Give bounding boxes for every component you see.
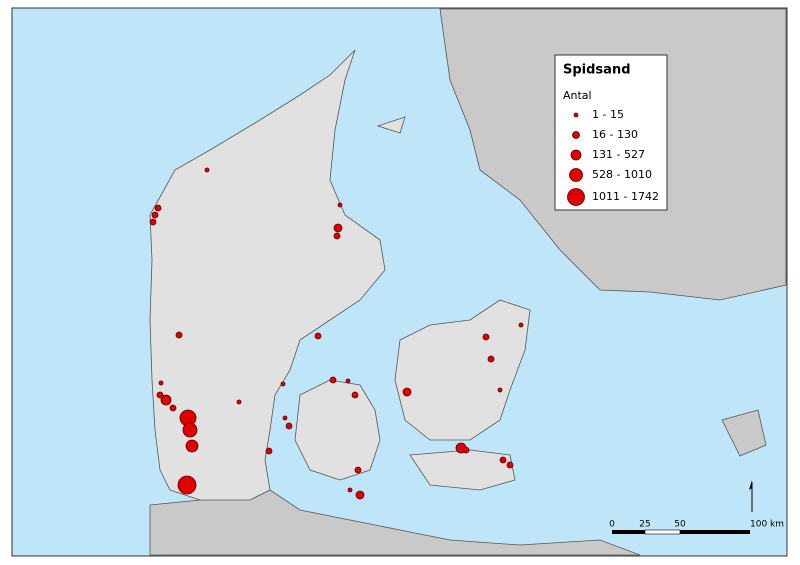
- observation-point: [169, 404, 177, 412]
- observation-point: [345, 378, 351, 384]
- north-arrow: [749, 480, 753, 512]
- observation-point: [518, 322, 524, 328]
- legend-items: 1 - 15 16 - 130 131 - 527 528 - 1010 1011 - …: [567, 108, 659, 206]
- observation-point: [329, 376, 337, 384]
- observation-point: [285, 422, 293, 430]
- observation-point: [204, 167, 210, 173]
- observation-point: [177, 475, 197, 495]
- observation-point: [314, 332, 322, 340]
- legend-symbol: [573, 112, 579, 118]
- legend-label: 528 - 1010: [592, 168, 652, 181]
- legend-symbol: [567, 188, 585, 206]
- observation-point: [156, 391, 164, 399]
- legend-symbol: [572, 131, 580, 139]
- jutland: [149, 49, 386, 501]
- observation-point: [351, 391, 359, 399]
- legend-label: 16 - 130: [592, 128, 638, 141]
- zealand: [394, 299, 531, 441]
- observation-point: [333, 232, 341, 240]
- observation-point: [185, 439, 199, 453]
- observation-point: [506, 461, 514, 469]
- scale-bar: 0 25 50 100 km: [609, 520, 784, 535]
- observation-point: [402, 387, 412, 397]
- observation-point: [499, 456, 507, 464]
- bornholm: [721, 409, 767, 457]
- observation-point: [347, 487, 353, 493]
- scale-label: 25: [639, 520, 650, 530]
- observation-point: [337, 202, 343, 208]
- observation-point: [280, 381, 286, 387]
- legend-symbol: [569, 168, 583, 182]
- observation-point: [282, 415, 288, 421]
- observation-point: [462, 446, 470, 454]
- observation-points: [149, 167, 524, 500]
- legend-title: Spidsand: [563, 63, 631, 78]
- observation-point: [354, 466, 362, 474]
- legend-label: 1 - 15: [592, 108, 624, 121]
- observation-point: [151, 211, 159, 219]
- legend-subtitle: Antal: [563, 89, 592, 102]
- observation-point: [482, 333, 490, 341]
- observation-point: [497, 387, 503, 393]
- funen: [294, 379, 381, 481]
- legend-label: 1011 - 1742: [592, 190, 659, 203]
- observation-point: [265, 447, 273, 455]
- scale-label: 50: [674, 520, 686, 530]
- observation-point: [182, 422, 198, 438]
- scale-label: 0: [609, 520, 615, 530]
- observation-point: [175, 331, 183, 339]
- legend-symbol: [570, 149, 582, 161]
- observation-point: [355, 490, 365, 500]
- observation-point: [154, 204, 162, 212]
- scale-label: 100 km: [750, 520, 784, 530]
- observation-point: [236, 399, 242, 405]
- observation-point: [487, 355, 495, 363]
- observation-point: [160, 394, 172, 406]
- observation-point: [158, 380, 164, 386]
- laeso: [376, 116, 406, 134]
- lolland-falster: [409, 449, 516, 491]
- legend-label: 131 - 527: [592, 148, 645, 161]
- observation-point: [149, 218, 157, 226]
- observation-point: [333, 223, 343, 233]
